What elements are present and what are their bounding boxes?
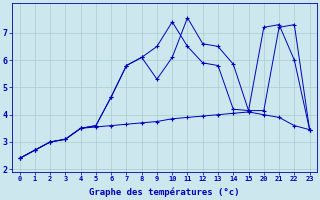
X-axis label: Graphe des températures (°c): Graphe des températures (°c) [89, 188, 240, 197]
